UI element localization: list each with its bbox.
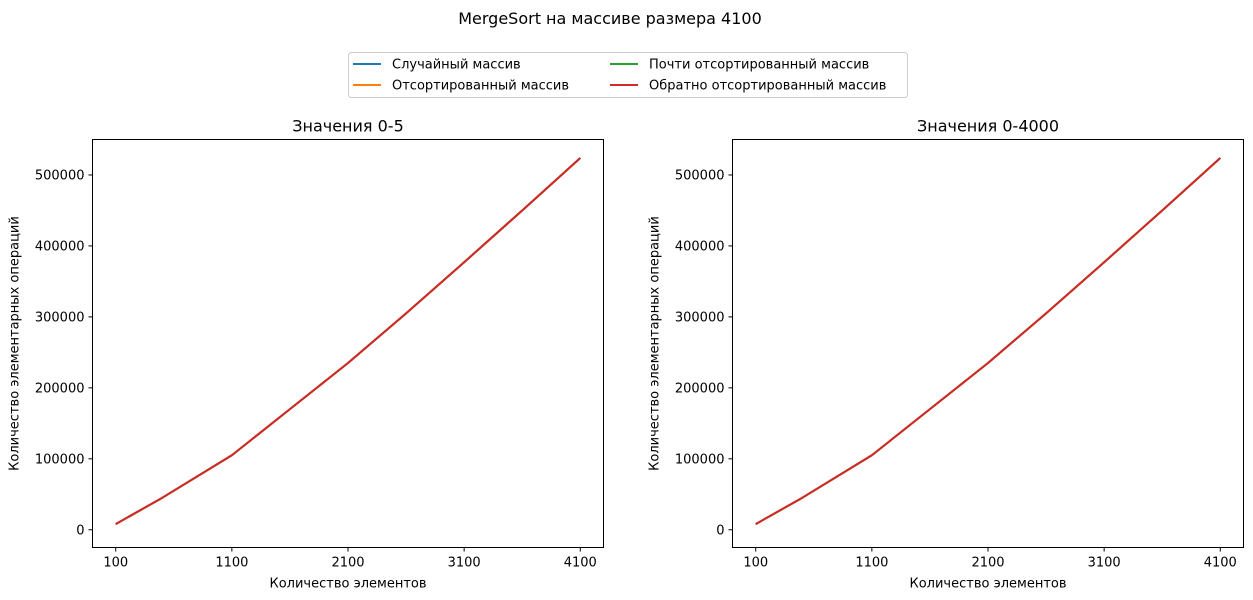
legend-item: Случайный массив	[353, 58, 521, 73]
axes-frame	[732, 139, 1244, 548]
y-tick-label: 300000	[675, 310, 725, 325]
x-tick-label: 4100	[1204, 556, 1237, 571]
y-tick-label: 100000	[35, 452, 85, 467]
axes-frame	[92, 139, 604, 548]
x-tick-label: 2100	[971, 556, 1004, 571]
legend-item: Отсортированный массив	[353, 79, 569, 94]
legend-frame	[348, 52, 908, 98]
y-tick-label: 200000	[35, 381, 85, 396]
legend-label: Обратно отсортированный массив	[649, 79, 886, 94]
x-axis-label: Количество элементов	[909, 577, 1066, 592]
x-tick-label: 4100	[564, 556, 597, 571]
y-tick-label: 100000	[675, 452, 725, 467]
figure-title: MergeSort на массиве размера 4100	[458, 9, 762, 28]
series-line	[755, 157, 1221, 525]
series-line	[115, 157, 581, 525]
subplot-values-0-4000: Значения 0-4000 100 1100 2100 3100 4100 0 10000…	[648, 117, 1244, 592]
x-tick-label: 3100	[1088, 556, 1121, 571]
series-line	[755, 157, 1221, 525]
subplot-values-0-5: Значения 0-5 100 1100 2100 3100 4100 0 100000 20…	[8, 117, 604, 592]
y-tick-label: 200000	[675, 381, 725, 396]
legend-label: Почти отсортированный массив	[649, 58, 869, 73]
y-axis-label: Количество элементарных операций	[8, 216, 23, 471]
y-tick-label: 500000	[675, 168, 725, 183]
subplot-title: Значения 0-5	[292, 117, 404, 136]
series-line	[115, 157, 581, 525]
x-tick-label: 1100	[855, 556, 888, 571]
legend: Случайный массив Отсортированный массив По…	[348, 52, 908, 98]
x-tick-label: 100	[103, 556, 128, 571]
series-line	[755, 157, 1221, 525]
x-tick-label: 1100	[215, 556, 248, 571]
y-tick-label: 0	[76, 523, 84, 538]
x-tick-label: 100	[743, 556, 768, 571]
series-line	[115, 157, 581, 525]
y-tick-label: 400000	[675, 239, 725, 254]
y-tick-label: 400000	[35, 239, 85, 254]
x-tick-label: 3100	[448, 556, 481, 571]
series-line	[115, 157, 581, 525]
subplot-title: Значения 0-4000	[917, 117, 1059, 136]
plot-area	[755, 157, 1221, 525]
legend-label: Отсортированный массив	[392, 79, 569, 94]
series-line	[755, 157, 1221, 525]
y-tick-label: 300000	[35, 310, 85, 325]
legend-item: Обратно отсортированный массив	[610, 79, 886, 94]
x-tick-label: 2100	[331, 556, 364, 571]
legend-item: Почти отсортированный массив	[610, 58, 869, 73]
y-axis-label: Количество элементарных операций	[648, 216, 663, 471]
y-tick-label: 0	[716, 523, 724, 538]
y-tick-label: 500000	[35, 168, 85, 183]
x-axis-label: Количество элементов	[269, 577, 426, 592]
legend-label: Случайный массив	[392, 58, 521, 73]
plot-area	[115, 157, 581, 525]
